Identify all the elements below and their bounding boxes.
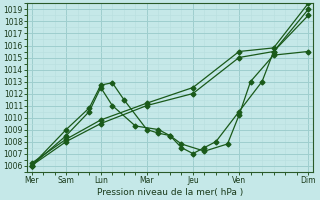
X-axis label: Pression niveau de la mer( hPa ): Pression niveau de la mer( hPa ) — [97, 188, 243, 197]
